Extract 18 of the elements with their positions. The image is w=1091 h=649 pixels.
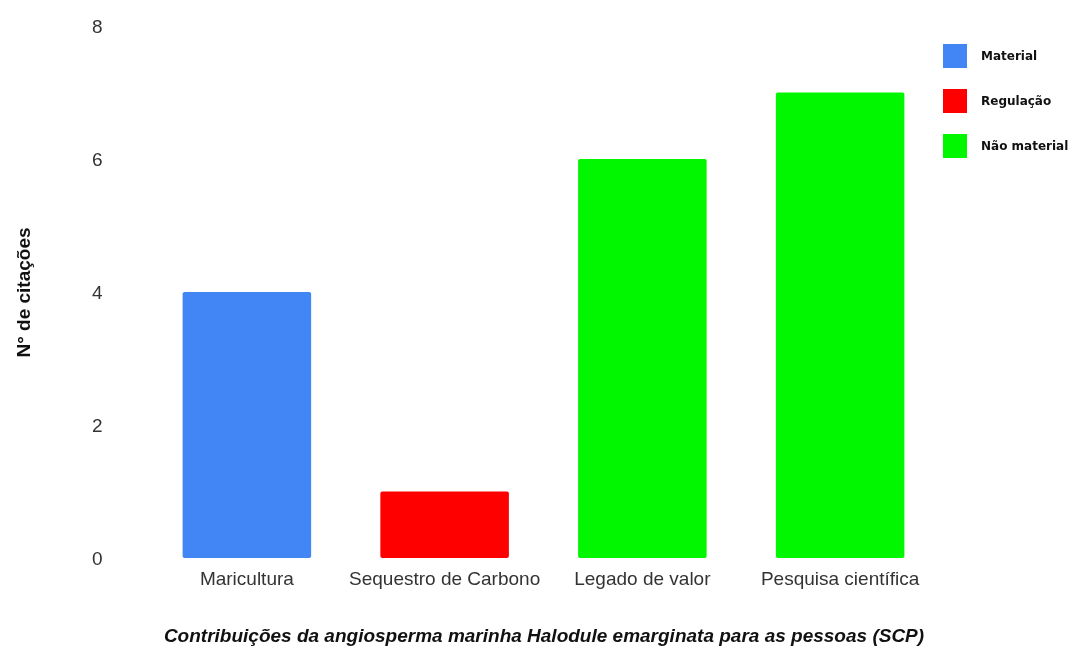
legend-label: Regulação: [981, 94, 1052, 108]
x-tick-label: Maricultura: [199, 567, 295, 589]
bar: [182, 292, 312, 558]
x-tick-label: Legado de valor: [574, 567, 712, 589]
bar: [380, 491, 509, 558]
y-axis-title: N° de citações: [12, 227, 34, 358]
y-tick-label: 2: [91, 414, 103, 436]
y-tick-label: 8: [91, 15, 103, 37]
bar: [775, 92, 905, 558]
bar: [578, 159, 707, 558]
y-tick-label: 4: [91, 281, 103, 303]
y-tick-label: 0: [91, 547, 103, 569]
x-axis-title: Contribuições da angiosperma marinha Halodule emarginata para as pessoas (SCP): [163, 624, 925, 646]
y-tick-label: 6: [91, 148, 103, 170]
x-tick-label: Sequestro de Carbono: [349, 567, 541, 589]
legend-label: Não material: [981, 139, 1069, 153]
x-tick-label: Pesquisa científica: [760, 567, 920, 589]
legend-label: Material: [981, 49, 1038, 63]
